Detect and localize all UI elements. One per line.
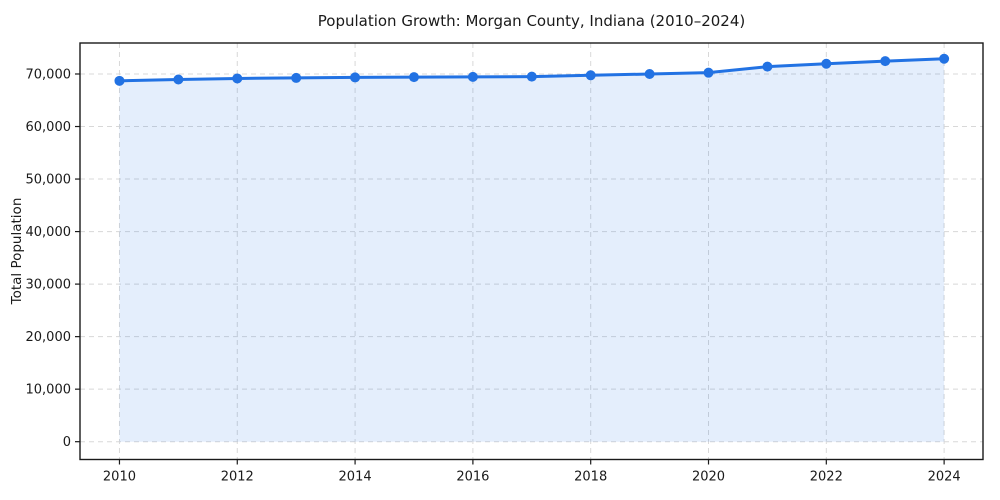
x-tick-label: 2020: [692, 470, 725, 485]
data-point-2022: [821, 58, 832, 69]
y-tick-label: 40,000: [26, 225, 72, 240]
data-point-2013: [291, 72, 302, 83]
x-tick-label: 2010: [103, 470, 136, 485]
data-point-2023: [880, 56, 891, 67]
y-tick-label: 70,000: [26, 67, 72, 82]
y-tick-label: 30,000: [26, 278, 72, 293]
y-tick-label: 50,000: [26, 173, 72, 188]
data-point-2012: [232, 73, 243, 84]
y-tick-label: 60,000: [26, 120, 72, 135]
chart-title: Population Growth: Morgan County, Indian…: [317, 12, 746, 30]
plot-border: [79, 42, 984, 461]
x-tick-label: 2024: [928, 470, 961, 485]
data-point-2021: [762, 61, 773, 72]
data-point-2017: [526, 71, 537, 82]
data-point-2011: [173, 74, 184, 85]
data-point-2018: [585, 70, 596, 81]
data-point-2016: [467, 71, 478, 82]
x-tick-label: 2018: [574, 470, 607, 485]
x-tick-label: 2022: [810, 470, 843, 485]
y-tick-label: 20,000: [26, 330, 72, 345]
data-point-2024: [939, 53, 950, 64]
data-point-2010: [114, 75, 125, 86]
area-fill: [119, 58, 945, 442]
x-tick-label: 2012: [221, 470, 254, 485]
x-tick-label: 2016: [456, 470, 489, 485]
x-tick-label: 2014: [339, 470, 372, 485]
data-point-2015: [408, 72, 419, 83]
y-tick-label: 10,000: [26, 383, 72, 398]
data-point-2019: [644, 68, 655, 79]
y-tick-label: 0: [63, 435, 71, 450]
data-point-2020: [703, 67, 714, 78]
data-point-2014: [350, 72, 361, 83]
